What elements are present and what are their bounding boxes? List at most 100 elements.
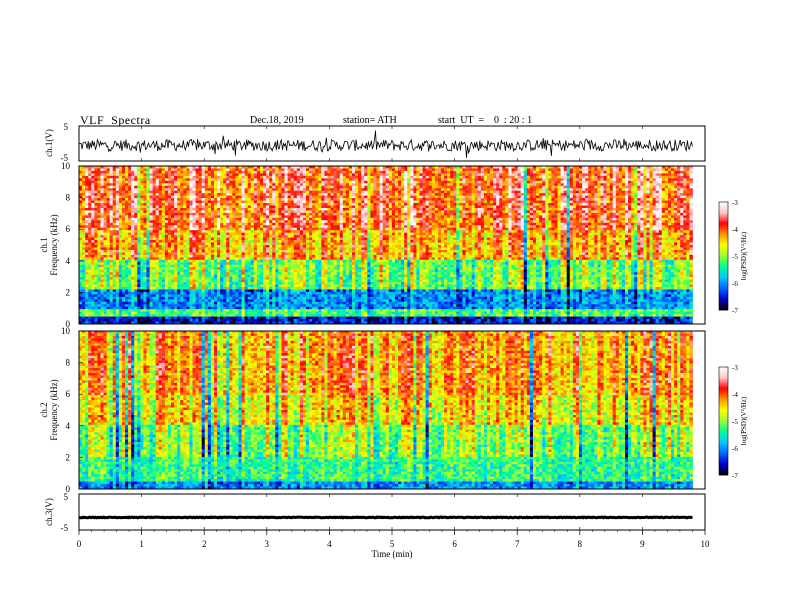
spectrogram-cell bbox=[437, 215, 442, 219]
spectrogram-cell bbox=[394, 178, 399, 182]
spectrogram-cell bbox=[146, 193, 150, 197]
spectrogram-cell bbox=[486, 173, 491, 177]
spectrogram-cell bbox=[664, 198, 669, 201]
spectrogram-cell bbox=[631, 166, 635, 169]
spectrogram-cell bbox=[278, 198, 282, 201]
spectrogram-cell bbox=[137, 220, 141, 224]
spectrogram-cell bbox=[526, 205, 531, 209]
spectrogram-cell bbox=[146, 168, 150, 172]
spectrogram-cell bbox=[456, 207, 460, 211]
spectrogram-cell bbox=[118, 170, 123, 174]
spectrogram-cell bbox=[634, 173, 638, 177]
spectrogram-cell bbox=[456, 173, 460, 177]
spectrogram-cell bbox=[486, 217, 491, 221]
spectrogram-cell bbox=[456, 193, 460, 197]
spectrogram-cell bbox=[318, 183, 322, 187]
spectrogram-cell bbox=[266, 195, 270, 199]
spectrogram-cell bbox=[557, 205, 561, 209]
spectrogram-cell bbox=[97, 220, 101, 224]
spectrogram-cell bbox=[140, 193, 144, 197]
spectrogram-cell bbox=[85, 220, 89, 224]
spectrogram-cell bbox=[594, 195, 598, 199]
spectrogram-cell bbox=[259, 170, 264, 174]
spectrogram-cell bbox=[603, 185, 607, 189]
spectrogram-cell bbox=[554, 193, 558, 197]
spectrogram-cell bbox=[413, 220, 417, 224]
spectrogram-cell bbox=[207, 215, 212, 219]
spectrogram-cell bbox=[575, 217, 580, 221]
spectrogram-cell bbox=[299, 173, 304, 177]
spectrogram-cell bbox=[468, 222, 473, 226]
spectrogram-cell bbox=[213, 222, 218, 226]
spectrogram-cell bbox=[471, 222, 476, 226]
spectrogram-cell bbox=[434, 193, 439, 197]
spectrogram-cell bbox=[496, 170, 500, 174]
spectrogram-cell bbox=[499, 220, 503, 224]
spectrogram-cell bbox=[523, 170, 528, 174]
spectrogram-cell bbox=[597, 207, 601, 211]
spectrogram-cell bbox=[263, 222, 267, 226]
spectrogram-cell bbox=[560, 207, 565, 211]
spectrogram-cell bbox=[532, 170, 537, 174]
spectrogram-cell bbox=[247, 178, 252, 182]
spectrogram-cell bbox=[413, 193, 417, 197]
spectrogram-cell bbox=[612, 190, 617, 194]
spectrogram-cell bbox=[517, 185, 522, 189]
spectrogram-cell bbox=[582, 212, 586, 216]
spectrogram-cell bbox=[256, 195, 261, 199]
spectrogram-cell bbox=[490, 166, 494, 169]
spectrogram-cell bbox=[259, 198, 264, 201]
spectrogram-cell bbox=[655, 183, 660, 187]
spectrogram-cell bbox=[143, 217, 147, 221]
spectrogram-cell bbox=[137, 170, 141, 174]
spectrogram-cell bbox=[263, 212, 267, 216]
spectrogram-cell bbox=[450, 173, 454, 177]
spectrogram-cell bbox=[333, 185, 338, 189]
spectrogram-cell bbox=[523, 180, 528, 184]
spectrogram-cell bbox=[241, 225, 246, 229]
spectrogram-cell bbox=[548, 178, 552, 182]
spectrogram-cell bbox=[167, 168, 172, 172]
spectrogram-cell bbox=[290, 170, 295, 174]
spectrogram-cell bbox=[640, 205, 644, 209]
spectrogram-cell bbox=[125, 183, 129, 187]
spectrogram-cell bbox=[444, 198, 448, 201]
spectrogram-cell bbox=[459, 200, 463, 204]
spectrogram-cell bbox=[88, 183, 92, 187]
spectrogram-cell bbox=[161, 180, 166, 184]
spectrogram-cell bbox=[281, 170, 285, 174]
spectrogram-cell bbox=[315, 180, 319, 184]
spectrogram-cell bbox=[97, 175, 101, 179]
spectrogram-cell bbox=[603, 212, 607, 216]
spectrogram-cell bbox=[572, 166, 577, 169]
spectrogram-cell bbox=[434, 173, 439, 177]
spectrogram-cell bbox=[290, 195, 295, 199]
spectrogram-cell bbox=[379, 207, 384, 211]
spectrogram-cell bbox=[505, 170, 509, 174]
spectrogram-cell bbox=[526, 225, 531, 229]
spectrogram-cell bbox=[483, 217, 488, 221]
spectrogram-cell bbox=[542, 217, 546, 221]
spectrogram-cell bbox=[431, 225, 436, 229]
spectrogram-cell bbox=[557, 220, 561, 224]
spectrogram-cell bbox=[143, 195, 147, 199]
spectrogram-cell bbox=[545, 183, 549, 187]
spectrogram-cell bbox=[177, 168, 181, 172]
spectrogram-cell bbox=[318, 190, 322, 194]
spectrogram-cell bbox=[609, 180, 614, 184]
spectrogram-cell bbox=[572, 175, 577, 179]
spectrogram-cell bbox=[302, 212, 307, 216]
spectrogram-cell bbox=[667, 183, 672, 187]
spectrogram-cell bbox=[82, 203, 86, 206]
spectrogram-cell bbox=[385, 210, 390, 214]
spectrogram-cell bbox=[318, 166, 322, 169]
spectrogram-cell bbox=[683, 195, 687, 199]
spectrogram-cell bbox=[557, 190, 561, 194]
spectrogram-cell bbox=[594, 185, 598, 189]
spectrogram-cell bbox=[591, 203, 595, 206]
spectrogram-cell bbox=[683, 173, 687, 177]
spectrogram-cell bbox=[422, 166, 427, 169]
spectrogram-cell bbox=[514, 180, 519, 184]
spectrogram-cell bbox=[370, 225, 374, 229]
spectrogram-cell bbox=[410, 203, 414, 206]
